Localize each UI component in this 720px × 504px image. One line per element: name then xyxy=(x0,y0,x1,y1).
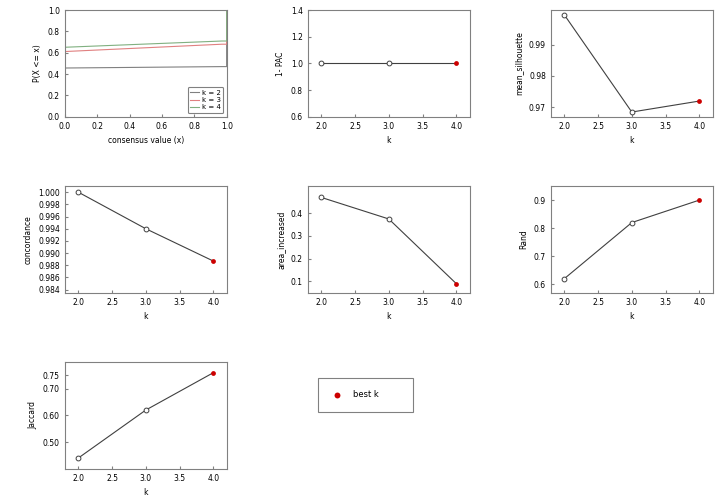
FancyBboxPatch shape xyxy=(318,378,413,412)
Y-axis label: area_increased: area_increased xyxy=(276,210,285,269)
Point xyxy=(207,257,219,265)
Point xyxy=(626,108,638,116)
Y-axis label: Jaccard: Jaccard xyxy=(28,401,37,429)
Point xyxy=(559,275,570,283)
X-axis label: k: k xyxy=(143,488,148,497)
Y-axis label: P(X <= x): P(X <= x) xyxy=(33,44,42,82)
Legend: k = 2, k = 3, k = 4: k = 2, k = 3, k = 4 xyxy=(188,87,223,113)
Y-axis label: 1- PAC: 1- PAC xyxy=(276,51,285,76)
X-axis label: k: k xyxy=(629,136,634,145)
Point xyxy=(693,196,705,204)
Point xyxy=(559,11,570,19)
Point xyxy=(73,454,84,462)
Y-axis label: concordance: concordance xyxy=(24,215,32,264)
Point xyxy=(73,188,84,196)
Y-axis label: Rand: Rand xyxy=(519,229,528,249)
X-axis label: k: k xyxy=(143,312,148,321)
Text: best k: best k xyxy=(353,390,379,399)
Point xyxy=(693,97,705,105)
Point xyxy=(140,225,152,233)
X-axis label: consensus value (x): consensus value (x) xyxy=(108,136,184,145)
Point xyxy=(140,406,152,414)
Y-axis label: mean_silhouette: mean_silhouette xyxy=(514,31,523,95)
X-axis label: k: k xyxy=(387,312,391,321)
Point xyxy=(626,219,638,227)
X-axis label: k: k xyxy=(387,136,391,145)
Point xyxy=(451,59,462,68)
Point xyxy=(315,59,327,68)
Point xyxy=(383,215,395,223)
Point xyxy=(207,369,219,377)
X-axis label: k: k xyxy=(629,312,634,321)
Point xyxy=(315,194,327,202)
Point xyxy=(451,280,462,288)
Point xyxy=(383,59,395,68)
